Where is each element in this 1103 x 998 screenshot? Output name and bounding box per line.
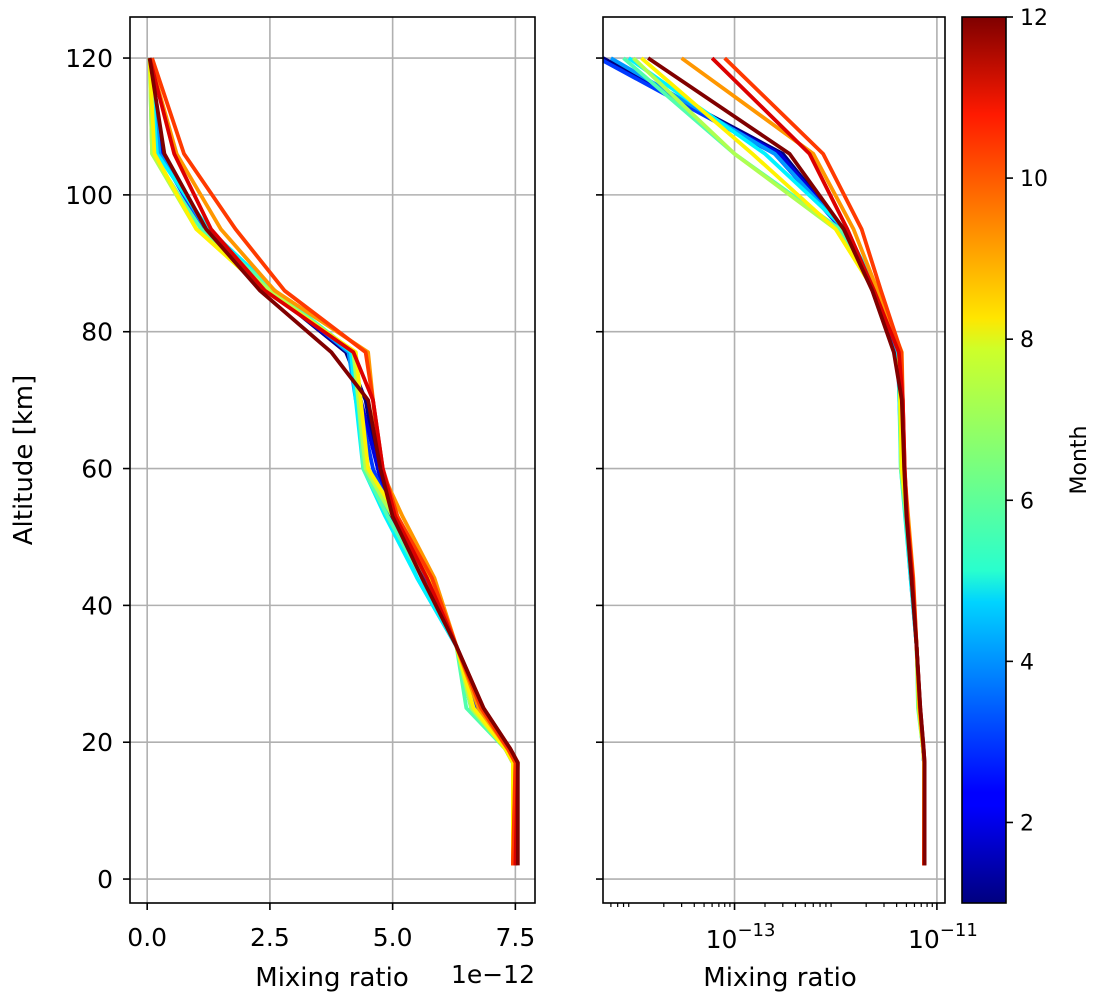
x-tick-label: 7.5 bbox=[495, 923, 535, 952]
series-line-month-3 bbox=[603, 58, 926, 866]
x-tick-label: 10−13 bbox=[706, 920, 776, 954]
y-tick-label: 120 bbox=[65, 44, 113, 73]
x-tick-label: 5.0 bbox=[373, 923, 413, 952]
series-line-month-9 bbox=[147, 57, 518, 866]
series-line-month-4 bbox=[147, 57, 515, 866]
plot-frame bbox=[129, 16, 536, 904]
log-mixing-ratio-plot: 10−13 10−11 Mixing ratio bbox=[596, 16, 978, 993]
series-line-month-5 bbox=[147, 57, 515, 866]
colorbar-ticks: 2 4 6 8 10 12 bbox=[1006, 6, 1048, 836]
colorbar: 2 4 6 8 10 12 Month bbox=[961, 6, 1092, 904]
x-tick-label: 2.5 bbox=[250, 923, 290, 952]
series-line-month-2 bbox=[603, 58, 926, 866]
x-offset-text: 1e−12 bbox=[451, 960, 535, 989]
series-line-month-6 bbox=[622, 56, 926, 866]
series-line-month-10 bbox=[723, 56, 927, 866]
y-tick-label: 0 bbox=[97, 865, 113, 894]
series-line-month-11 bbox=[147, 57, 520, 866]
colorbar-tick-label: 12 bbox=[1020, 6, 1048, 31]
grid-lines bbox=[130, 17, 535, 903]
series-line-month-1 bbox=[603, 56, 926, 866]
series-line-month-3 bbox=[147, 57, 515, 866]
y-tick-label: 60 bbox=[81, 455, 113, 484]
series-line-month-11 bbox=[710, 56, 927, 866]
plot-frame bbox=[602, 16, 946, 904]
x-tick-label: 10−11 bbox=[908, 920, 978, 954]
colorbar-tick-label: 6 bbox=[1020, 489, 1034, 514]
series-line-month-6 bbox=[147, 58, 515, 866]
colorbar-tick-label: 10 bbox=[1020, 167, 1048, 192]
colorbar-gradient bbox=[961, 16, 1007, 904]
series-line-month-7 bbox=[147, 58, 515, 866]
colorbar-tick-label: 2 bbox=[1020, 811, 1034, 836]
axis-ticks: 0.0 2.5 5.0 7.5 0 20 40 60 80 100 120 bbox=[65, 44, 535, 952]
series-lines bbox=[603, 56, 927, 866]
series-line-month-12 bbox=[647, 56, 927, 866]
colorbar-label: Month bbox=[1067, 426, 1092, 495]
linear-mixing-ratio-plot: 0.0 2.5 5.0 7.5 0 20 40 60 80 100 120 Mixing ratio… bbox=[9, 16, 536, 993]
y-tick-label: 20 bbox=[81, 728, 113, 757]
series-line-month-10 bbox=[150, 57, 518, 866]
y-tick-label: 100 bbox=[65, 181, 113, 210]
x-tick-label: 0.0 bbox=[127, 923, 167, 952]
series-line-month-12 bbox=[147, 57, 520, 866]
x-axis-label: Mixing ratio bbox=[255, 963, 408, 993]
y-tick-label: 40 bbox=[81, 591, 113, 620]
x-axis-label: Mixing ratio bbox=[703, 963, 856, 993]
series-line-month-5 bbox=[627, 56, 926, 866]
series-lines bbox=[147, 57, 520, 866]
series-line-month-2 bbox=[147, 57, 515, 866]
y-axis-label: Altitude [km] bbox=[9, 375, 39, 546]
series-line-month-8 bbox=[147, 58, 515, 866]
colorbar-tick-label: 8 bbox=[1020, 328, 1034, 353]
series-line-month-8 bbox=[640, 56, 926, 866]
series-line-month-1 bbox=[147, 57, 515, 866]
y-tick-label: 80 bbox=[81, 318, 113, 347]
colorbar-tick-label: 4 bbox=[1020, 650, 1034, 675]
